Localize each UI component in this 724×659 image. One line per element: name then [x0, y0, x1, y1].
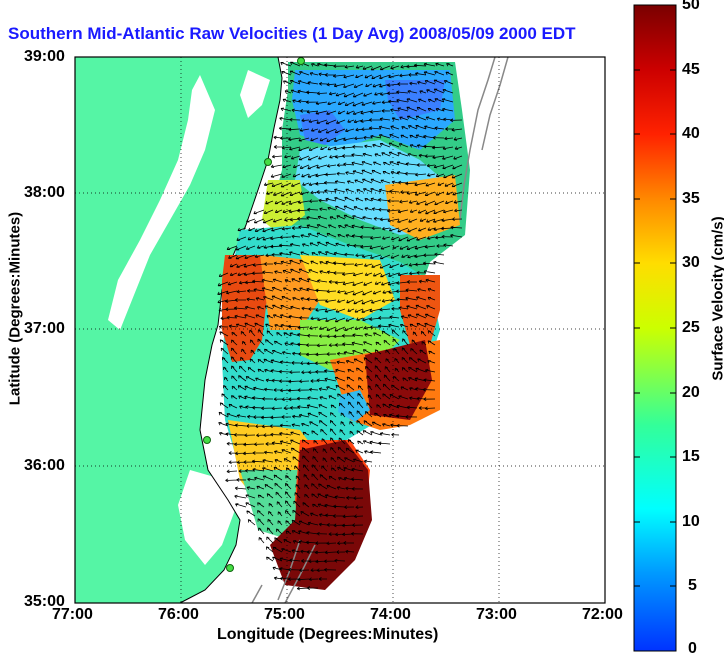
grid-lines	[75, 57, 605, 603]
plot-title: Southern Mid-Atlantic Raw Velocities (1 …	[8, 24, 576, 43]
station-marker	[203, 436, 211, 444]
velocity-arrow-set	[217, 61, 463, 591]
pamlico-sound	[178, 470, 235, 565]
y-tick: 38:00	[24, 184, 65, 201]
delaware-bay	[240, 70, 270, 118]
x-tick: 76:00	[158, 606, 199, 623]
colorbar-tick: 10	[682, 513, 700, 530]
y-axis-label: Latitude (Degrees:Minutes)	[6, 211, 24, 406]
colorbar-tick: 30	[682, 254, 700, 271]
x-tick: 74:00	[370, 606, 411, 623]
colorbar-tick: 45	[682, 61, 700, 78]
x-tick: 72:00	[582, 606, 623, 623]
y-tick: 36:00	[24, 457, 65, 474]
y-tick: 39:00	[24, 48, 65, 65]
colorbar-tick: 15	[682, 448, 700, 465]
bathymetry-contours	[251, 56, 509, 604]
colorbar-tick: 40	[682, 125, 700, 142]
colorbar-tick: 50	[682, 0, 700, 13]
land-mass	[75, 57, 282, 603]
coastline	[179, 56, 283, 604]
colorbar-label: Surface Velocity (cm/s)	[709, 216, 724, 381]
x-tick: 75:00	[264, 606, 305, 623]
chesapeake-bay	[108, 75, 215, 330]
station-marker	[297, 57, 305, 65]
x-tick: 73:00	[476, 606, 517, 623]
colorbar-tick: 5	[688, 577, 697, 594]
colorbar	[633, 4, 677, 652]
station-marker	[226, 564, 234, 572]
y-tick: 35:00	[24, 593, 65, 610]
colorbar-tick: 20	[682, 384, 700, 401]
x-axis-label: Longitude (Degrees:Minutes)	[217, 626, 439, 643]
colorbar-tick: 0	[688, 640, 697, 657]
station-marker	[264, 158, 272, 166]
velocity-arrows	[217, 61, 463, 591]
y-tick: 37:00	[24, 320, 65, 337]
colorbar-tick: 35	[682, 190, 700, 207]
colorbar-ticks	[634, 4, 676, 587]
radar-stations	[203, 57, 305, 572]
colorbar-tick: 25	[682, 319, 700, 336]
x-tick: 77:00	[52, 606, 93, 623]
